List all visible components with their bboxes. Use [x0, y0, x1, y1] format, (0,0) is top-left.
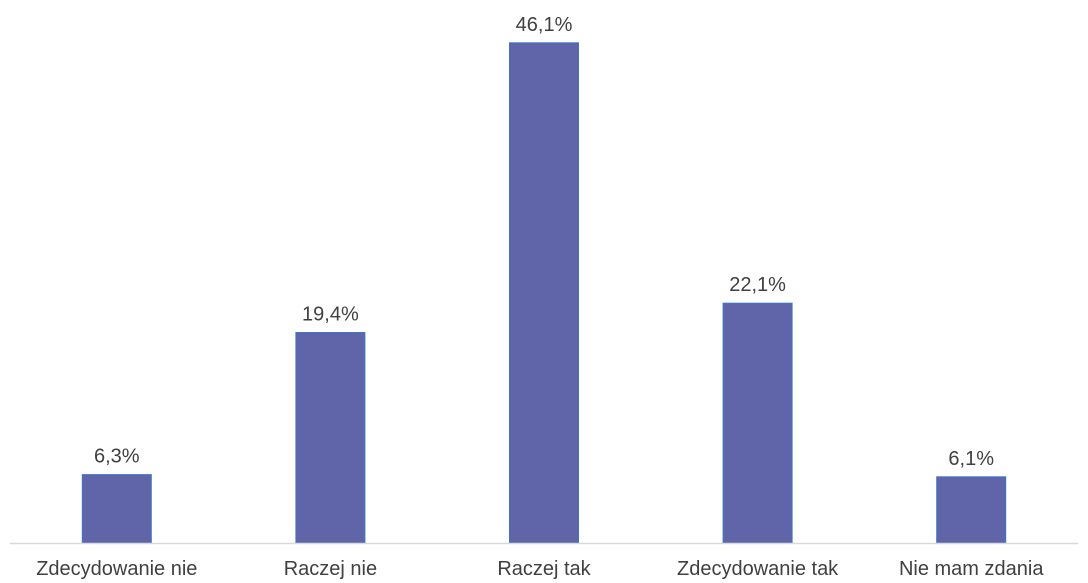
bars-layer — [81, 42, 1007, 544]
data-label-raczej-tak: 46,1% — [516, 14, 573, 36]
data-labels-layer: 6,3% 19,4% 46,1% 22,1% 6,1% — [94, 14, 994, 470]
x-tick-label-nie-mam-zdania: Nie mam zdania — [899, 558, 1044, 580]
data-label-zdecydowanie-tak: 22,1% — [729, 274, 786, 296]
bar-raczej-nie — [295, 332, 366, 544]
bar-nie-mam-zdania — [936, 476, 1007, 544]
x-tick-label-zdecydowanie-nie: Zdecydowanie nie — [36, 558, 197, 580]
data-label-nie-mam-zdania: 6,1% — [948, 448, 994, 470]
data-label-zdecydowanie-nie: 6,3% — [94, 446, 140, 468]
bar-zdecydowanie-tak — [722, 302, 793, 544]
bar-zdecydowanie-nie — [81, 474, 152, 544]
x-tick-label-zdecydowanie-tak: Zdecydowanie tak — [677, 558, 839, 580]
data-label-raczej-nie: 19,4% — [302, 304, 359, 326]
x-tick-labels-layer: Zdecydowanie nie Raczej nie Raczej tak Zdec… — [36, 558, 1044, 580]
x-tick-label-raczej-tak: Raczej tak — [497, 558, 591, 580]
x-tick-label-raczej-nie: Raczej nie — [284, 558, 377, 580]
bar-raczej-tak — [509, 42, 579, 544]
